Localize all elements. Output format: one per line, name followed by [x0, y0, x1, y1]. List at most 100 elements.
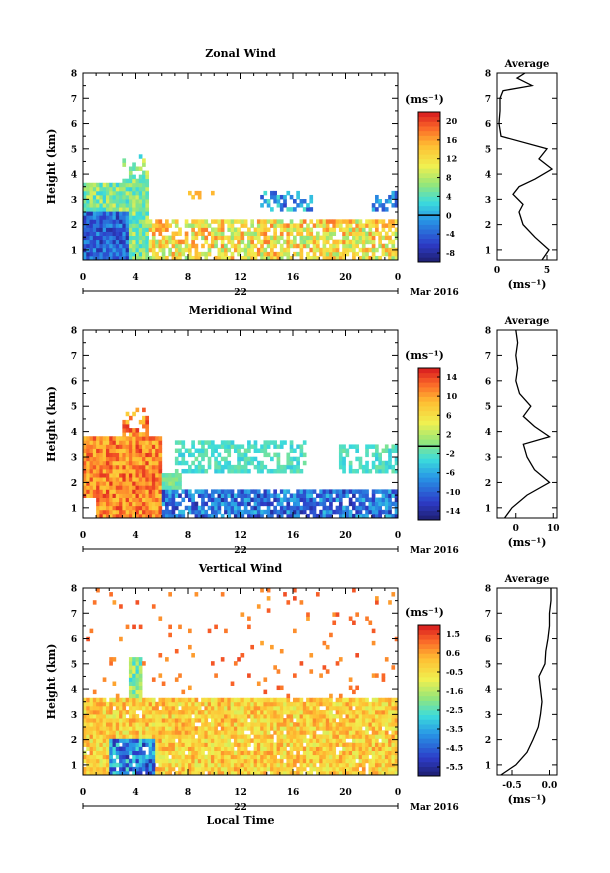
heatmap-cell: [384, 742, 389, 747]
colorbar-step: [418, 501, 440, 507]
heatmap-cell: [174, 493, 179, 498]
heatmap-cell: [178, 493, 182, 498]
heatmap-cell: [345, 726, 350, 731]
heatmap-cell: [132, 428, 136, 433]
heatmap-cell: [197, 705, 202, 711]
heatmap-cell: [365, 255, 369, 261]
heatmap-cell: [138, 190, 143, 196]
heatmap-cell: [247, 509, 251, 515]
heatmap-cell: [256, 464, 261, 470]
heatmap-cell: [293, 705, 297, 711]
heatmap-cell: [247, 235, 251, 241]
heatmap-cell: [368, 219, 373, 224]
heatmap-cell: [247, 697, 251, 703]
heatmap-cell: [210, 709, 215, 715]
heatmap-cell: [332, 239, 337, 245]
heatmap-cell: [128, 468, 133, 474]
heatmap-cell: [355, 746, 360, 752]
heatmap-cell: [368, 758, 373, 764]
heatmap-cell: [240, 247, 245, 253]
heatmap-cell: [237, 750, 241, 756]
heatmap-cell: [174, 231, 179, 237]
heatmap-cell: [381, 758, 386, 764]
heatmap-cell: [201, 444, 205, 449]
heatmap-cell: [138, 174, 143, 180]
heatmap-cell: [174, 722, 179, 727]
heatmap-cell: [168, 701, 172, 707]
heatmap-cell: [273, 497, 277, 503]
heatmap-cell: [286, 235, 291, 241]
heatmap-cell: [289, 734, 294, 739]
heatmap-cell: [296, 190, 300, 196]
heatmap-cell: [109, 194, 113, 200]
heatmap-cell: [266, 742, 271, 747]
heatmap-cell: [83, 186, 87, 192]
heatmap-cell: [119, 481, 123, 486]
heatmap-cell: [273, 705, 277, 711]
heatmap-cell: [158, 493, 163, 498]
heatmap-cell: [384, 738, 389, 743]
heatmap-cell: [165, 493, 169, 498]
heatmap-cell: [135, 190, 140, 196]
heatmap-cell: [289, 194, 294, 200]
heatmap-cell: [299, 762, 304, 768]
heatmap-cell: [135, 215, 140, 220]
heatmap-cell: [230, 251, 235, 257]
heatmap-cell: [233, 661, 238, 666]
heatmap-cell: [158, 223, 163, 228]
heatmap-cell: [158, 477, 163, 482]
heatmap-cell: [391, 750, 396, 756]
heatmap-cell: [86, 251, 90, 257]
average-x-tick-label: 0: [494, 266, 500, 276]
heatmap-cell: [184, 770, 189, 776]
heatmap-cell: [197, 701, 202, 707]
heatmap-cell: [181, 489, 186, 494]
heatmap-cell: [394, 709, 399, 715]
heatmap-cell: [306, 616, 310, 621]
heatmap-cell: [138, 497, 143, 503]
heatmap-cell: [371, 746, 376, 752]
heatmap-cell: [142, 182, 146, 188]
heatmap-cell: [105, 255, 110, 261]
heatmap-cell: [322, 701, 327, 707]
heatmap-cell: [355, 513, 360, 519]
heatmap-cell: [394, 754, 399, 760]
heatmap-cell: [335, 239, 340, 245]
heatmap-cell: [155, 758, 159, 764]
heatmap-cell: [270, 726, 274, 731]
heatmap-cell: [296, 734, 300, 739]
heatmap-cell: [102, 452, 107, 458]
heatmap-cell: [151, 697, 156, 703]
heatmap-cell: [145, 734, 150, 739]
heatmap-cell: [135, 661, 140, 666]
heatmap-cell: [125, 477, 130, 482]
heatmap-cell: [368, 750, 373, 756]
heatmap-cell: [96, 705, 100, 711]
heatmap-cell: [325, 644, 330, 650]
heatmap-cell: [207, 497, 212, 503]
average-y-tick-label: 3: [485, 196, 491, 206]
heatmap-cell: [388, 509, 392, 515]
heatmap-cell: [132, 689, 136, 695]
heatmap-cell: [89, 493, 94, 498]
heatmap-cell: [125, 513, 130, 519]
y-tick-label: 1: [71, 246, 77, 256]
heatmap-cell: [86, 239, 90, 245]
heatmap-cell: [92, 493, 97, 498]
heatmap-cell: [194, 592, 199, 597]
heatmap-cell: [394, 219, 399, 224]
heatmap-cell: [279, 231, 284, 237]
heatmap-cell: [145, 448, 150, 454]
heatmap-cell: [112, 758, 117, 764]
heatmap-cell: [233, 227, 238, 232]
heatmap-cell: [394, 227, 399, 232]
heatmap-cell: [388, 227, 392, 232]
heatmap-cell: [240, 738, 245, 743]
heatmap-cell: [135, 186, 140, 192]
heatmap-cell: [293, 456, 297, 462]
heatmap-cell: [250, 251, 255, 257]
heatmap-cell: [122, 697, 127, 703]
heatmap-cell: [365, 754, 369, 760]
heatmap-cell: [165, 709, 169, 715]
heatmap-cell: [197, 505, 202, 511]
